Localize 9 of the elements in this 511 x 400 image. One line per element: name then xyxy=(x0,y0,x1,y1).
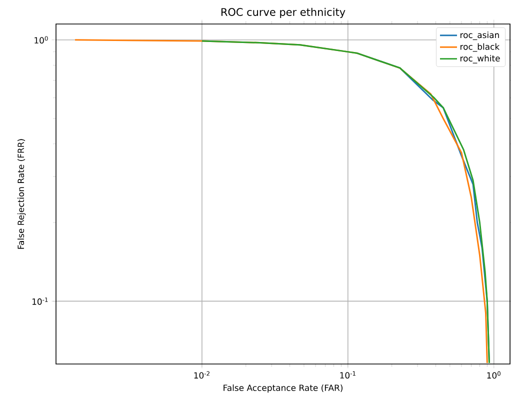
legend-label: roc_asian xyxy=(460,32,499,40)
x-tick-label: 10$^{-1}$ xyxy=(340,371,356,379)
legend-label: roc_white xyxy=(460,54,500,64)
chart-title: ROC curve per ethnicity xyxy=(221,8,346,18)
legend-label: roc_black xyxy=(460,43,500,52)
y-axis-title: False Rejection Rate (FRR) xyxy=(18,139,26,249)
x-tick-label: 10$^{-2}$ xyxy=(194,371,210,379)
x-tick-label: 10$^{0}$ xyxy=(487,371,500,379)
x-axis-title: False Acceptance Rate (FAR) xyxy=(224,384,342,393)
